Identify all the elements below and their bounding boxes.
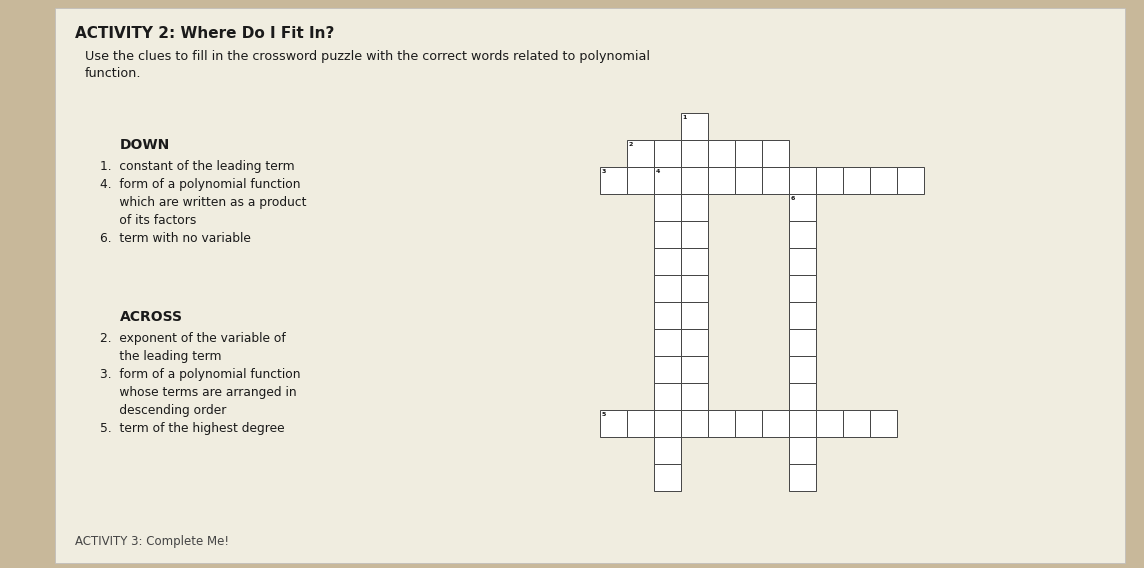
Bar <box>843 167 869 194</box>
Bar <box>789 410 816 437</box>
Bar <box>654 167 681 194</box>
Bar <box>599 167 627 194</box>
Bar <box>627 167 654 194</box>
Bar <box>681 302 708 329</box>
Text: 2.  exponent of the variable of
     the leading term
3.  form of a polynomial f: 2. exponent of the variable of the leadi… <box>100 332 301 435</box>
Bar <box>708 410 734 437</box>
Bar <box>654 464 681 491</box>
Bar <box>654 302 681 329</box>
Bar <box>681 329 708 356</box>
Text: Use the clues to fill in the crossword puzzle with the correct words related to : Use the clues to fill in the crossword p… <box>85 50 650 80</box>
Bar <box>708 140 734 167</box>
Bar <box>654 194 681 221</box>
Bar <box>789 437 816 464</box>
Bar <box>789 329 816 356</box>
Bar <box>681 356 708 383</box>
Text: 5: 5 <box>602 412 606 417</box>
Text: 3: 3 <box>602 169 606 174</box>
Bar <box>789 221 816 248</box>
Bar <box>627 410 654 437</box>
Bar <box>789 275 816 302</box>
Bar <box>762 140 789 167</box>
Bar <box>789 248 816 275</box>
Bar <box>681 140 708 167</box>
Bar <box>627 140 654 167</box>
Bar <box>897 167 924 194</box>
Bar <box>734 167 762 194</box>
Bar <box>789 383 816 410</box>
Bar <box>869 410 897 437</box>
Bar <box>789 302 816 329</box>
Bar <box>654 275 681 302</box>
Bar <box>762 167 789 194</box>
Bar <box>762 410 789 437</box>
Bar <box>654 410 681 437</box>
Bar <box>681 194 708 221</box>
Bar <box>816 167 843 194</box>
Bar <box>681 410 708 437</box>
Bar <box>681 221 708 248</box>
Text: 1.  constant of the leading term
4.  form of a polynomial function
     which ar: 1. constant of the leading term 4. form … <box>100 160 307 245</box>
Bar <box>681 383 708 410</box>
Text: 4: 4 <box>656 169 660 174</box>
Bar <box>789 464 816 491</box>
Bar <box>789 194 816 221</box>
Bar <box>734 140 762 167</box>
Bar <box>816 410 843 437</box>
Text: 1: 1 <box>683 115 686 120</box>
Text: 6: 6 <box>791 196 795 201</box>
Text: DOWN: DOWN <box>120 138 170 152</box>
Bar <box>869 167 897 194</box>
Bar <box>654 221 681 248</box>
Text: ACTIVITY 2: Where Do I Fit In?: ACTIVITY 2: Where Do I Fit In? <box>76 26 334 41</box>
Bar <box>843 410 869 437</box>
Text: ACROSS: ACROSS <box>120 310 183 324</box>
Bar <box>681 275 708 302</box>
Bar <box>734 410 762 437</box>
Text: 2: 2 <box>628 142 633 147</box>
Bar <box>599 410 627 437</box>
Bar <box>789 167 816 194</box>
Bar <box>708 167 734 194</box>
Bar <box>654 248 681 275</box>
Bar <box>654 356 681 383</box>
Text: ACTIVITY 3: Complete Me!: ACTIVITY 3: Complete Me! <box>76 535 229 548</box>
Bar <box>654 383 681 410</box>
Bar <box>681 248 708 275</box>
Bar <box>681 113 708 140</box>
Bar <box>681 167 708 194</box>
Bar <box>654 437 681 464</box>
Bar <box>789 356 816 383</box>
Bar <box>654 329 681 356</box>
Bar <box>654 140 681 167</box>
